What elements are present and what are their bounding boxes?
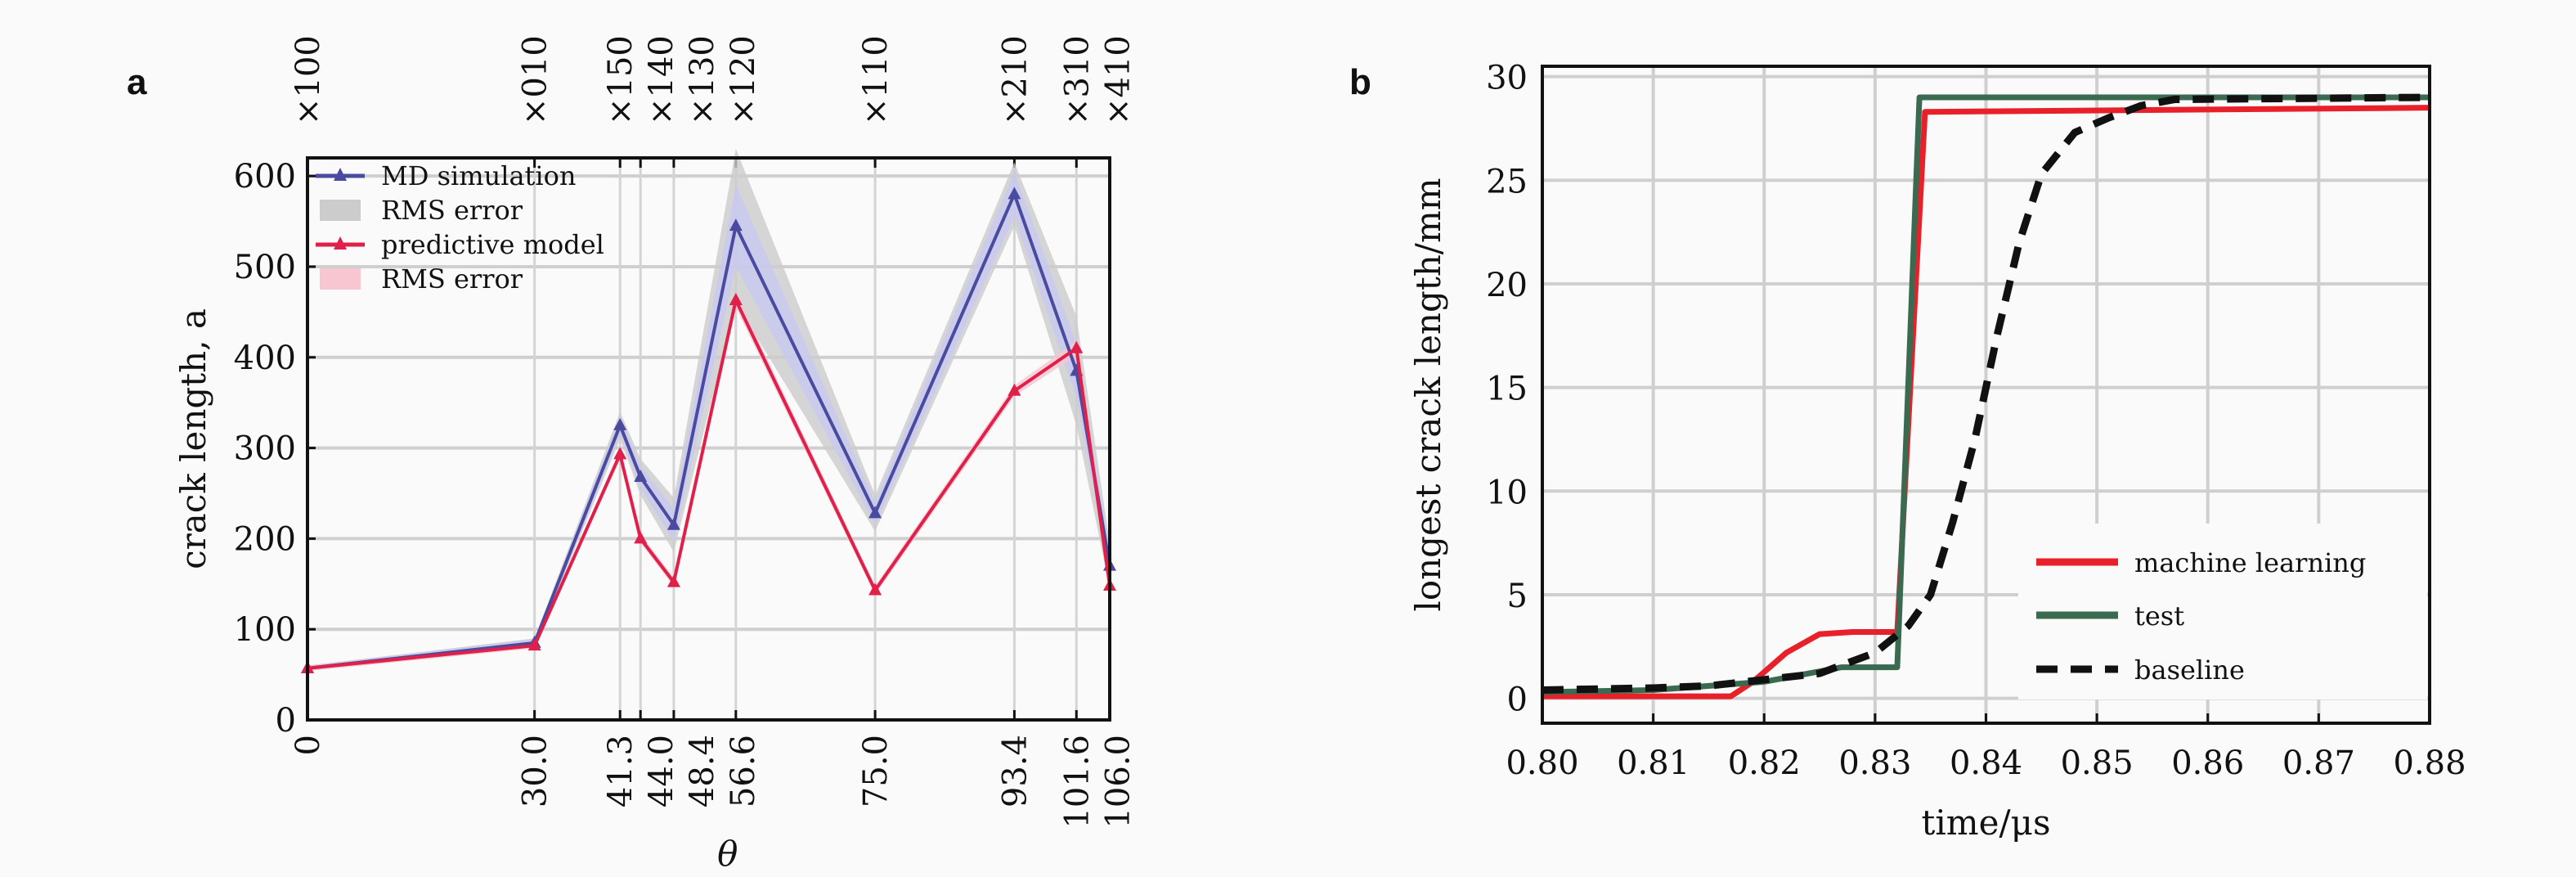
y-tick-label: 20 xyxy=(1486,267,1528,304)
x-tick-label: 101.6 xyxy=(1058,735,1096,829)
x-tick-label: 0.82 xyxy=(1728,744,1801,782)
md-point xyxy=(729,218,743,232)
axes-frame xyxy=(306,156,1111,722)
x-tick-label: 41.3 xyxy=(602,735,640,807)
top-tick-label: ×150 xyxy=(602,35,640,125)
predictive-point xyxy=(1070,340,1084,353)
x-tick-label: 0.83 xyxy=(1838,744,1911,782)
y-tick-label: 100 xyxy=(234,611,296,649)
x-tick-label: 0.85 xyxy=(2061,744,2134,782)
x-tick-label: 30.0 xyxy=(517,735,554,807)
y-tick-label: 500 xyxy=(234,249,296,286)
x-tick-label: 0.86 xyxy=(2171,744,2244,782)
legend-md-label: MD simulation xyxy=(381,160,576,191)
y-tick-label: 15 xyxy=(1486,371,1528,408)
x-tick-label: 44.0 xyxy=(643,735,680,807)
y-tick-label: 0 xyxy=(276,702,296,740)
top-tick-label: ×120 xyxy=(725,35,762,125)
x-tick-label: 56.6 xyxy=(725,735,762,807)
predictive-point xyxy=(666,574,680,587)
legend-label: machine learning xyxy=(2134,547,2366,578)
top-tick-label: ×130 xyxy=(684,35,721,125)
x-tick-label: 0 xyxy=(289,735,327,755)
legend-md-band xyxy=(320,200,361,221)
x-tick-label: 0.84 xyxy=(1950,744,2022,782)
top-tick-label: ×310 xyxy=(1058,35,1096,125)
panel-label-b: b xyxy=(1349,62,1371,102)
y-axis-label: longest crack length/mm xyxy=(1408,178,1448,611)
legend-md-marker xyxy=(334,168,347,181)
x-tick-label: 0.81 xyxy=(1617,744,1690,782)
x-tick-label: 75.0 xyxy=(857,735,895,807)
y-tick-label: 0 xyxy=(1507,681,1528,719)
md-line xyxy=(307,189,1111,670)
legend-pred-band xyxy=(320,268,361,290)
predictive-point xyxy=(729,292,743,305)
y-tick-label: 30 xyxy=(1486,60,1528,97)
x-tick-label: 0.80 xyxy=(1506,744,1578,782)
y-tick-label: 10 xyxy=(1486,474,1528,511)
chart-b: 0 5 10 15 20 25 30 0.80 0.81 0.82 0.83 0.84 0.85 0.86… xyxy=(1408,60,2466,843)
md-point xyxy=(868,506,882,519)
x-tick-label: 0.88 xyxy=(2393,744,2466,782)
predictive-point xyxy=(634,531,648,544)
x-tick-label: 48.4 xyxy=(684,735,721,807)
predictive-point xyxy=(1008,383,1021,396)
y-tick-label: 25 xyxy=(1486,163,1528,200)
predictive-point xyxy=(613,447,627,460)
top-tick-label: ×410 xyxy=(1099,35,1137,125)
legend-label: test xyxy=(2134,600,2184,632)
md-inner-band xyxy=(307,171,1110,672)
y-tick-label: 400 xyxy=(234,340,296,377)
x-axis-label: θ xyxy=(717,834,738,874)
legend-md-band-label: RMS error xyxy=(381,195,523,226)
legend-pred-marker xyxy=(334,236,347,250)
top-tick-label: ×210 xyxy=(996,35,1034,125)
x-tick-label: 93.4 xyxy=(996,735,1034,807)
y-axis-label: crack length, a xyxy=(173,308,213,569)
predictive-line xyxy=(307,295,1111,670)
y-tick-label: 300 xyxy=(234,430,296,468)
top-tick-label: ×100 xyxy=(289,35,327,125)
chart-a: 0 100 200 300 400 500 600 0 ×100 30.0 ×010 41.3 ×150… xyxy=(173,35,1137,874)
y-tick-label: 200 xyxy=(234,520,296,558)
plot-area xyxy=(307,158,1110,720)
top-tick-label: ×110 xyxy=(857,35,895,125)
legend-pred-label: predictive model xyxy=(381,229,604,260)
md-point xyxy=(666,517,680,530)
md-point xyxy=(634,470,648,483)
md-rms-band xyxy=(307,148,1110,672)
x-tick-label: 106.0 xyxy=(1099,735,1137,829)
top-tick-label: ×010 xyxy=(517,35,554,125)
x-axis-label: time/μs xyxy=(1922,803,2051,843)
series-line-machine-learning xyxy=(1542,105,2430,699)
series-line-baseline xyxy=(1542,93,2430,694)
axes-frame xyxy=(1541,65,2431,725)
predictive-point xyxy=(527,638,541,651)
y-tick-label: 600 xyxy=(234,158,296,196)
md-point xyxy=(1008,187,1021,200)
panel-label-a: a xyxy=(127,62,147,102)
md-point xyxy=(613,417,627,430)
top-tick-label: ×140 xyxy=(643,35,680,125)
legend-pred-band-label: RMS error xyxy=(381,263,523,295)
x-tick-label: 0.87 xyxy=(2282,744,2355,782)
predictive-point xyxy=(868,582,882,596)
legend-label: baseline xyxy=(2134,654,2245,686)
y-tick-label: 5 xyxy=(1507,578,1528,615)
